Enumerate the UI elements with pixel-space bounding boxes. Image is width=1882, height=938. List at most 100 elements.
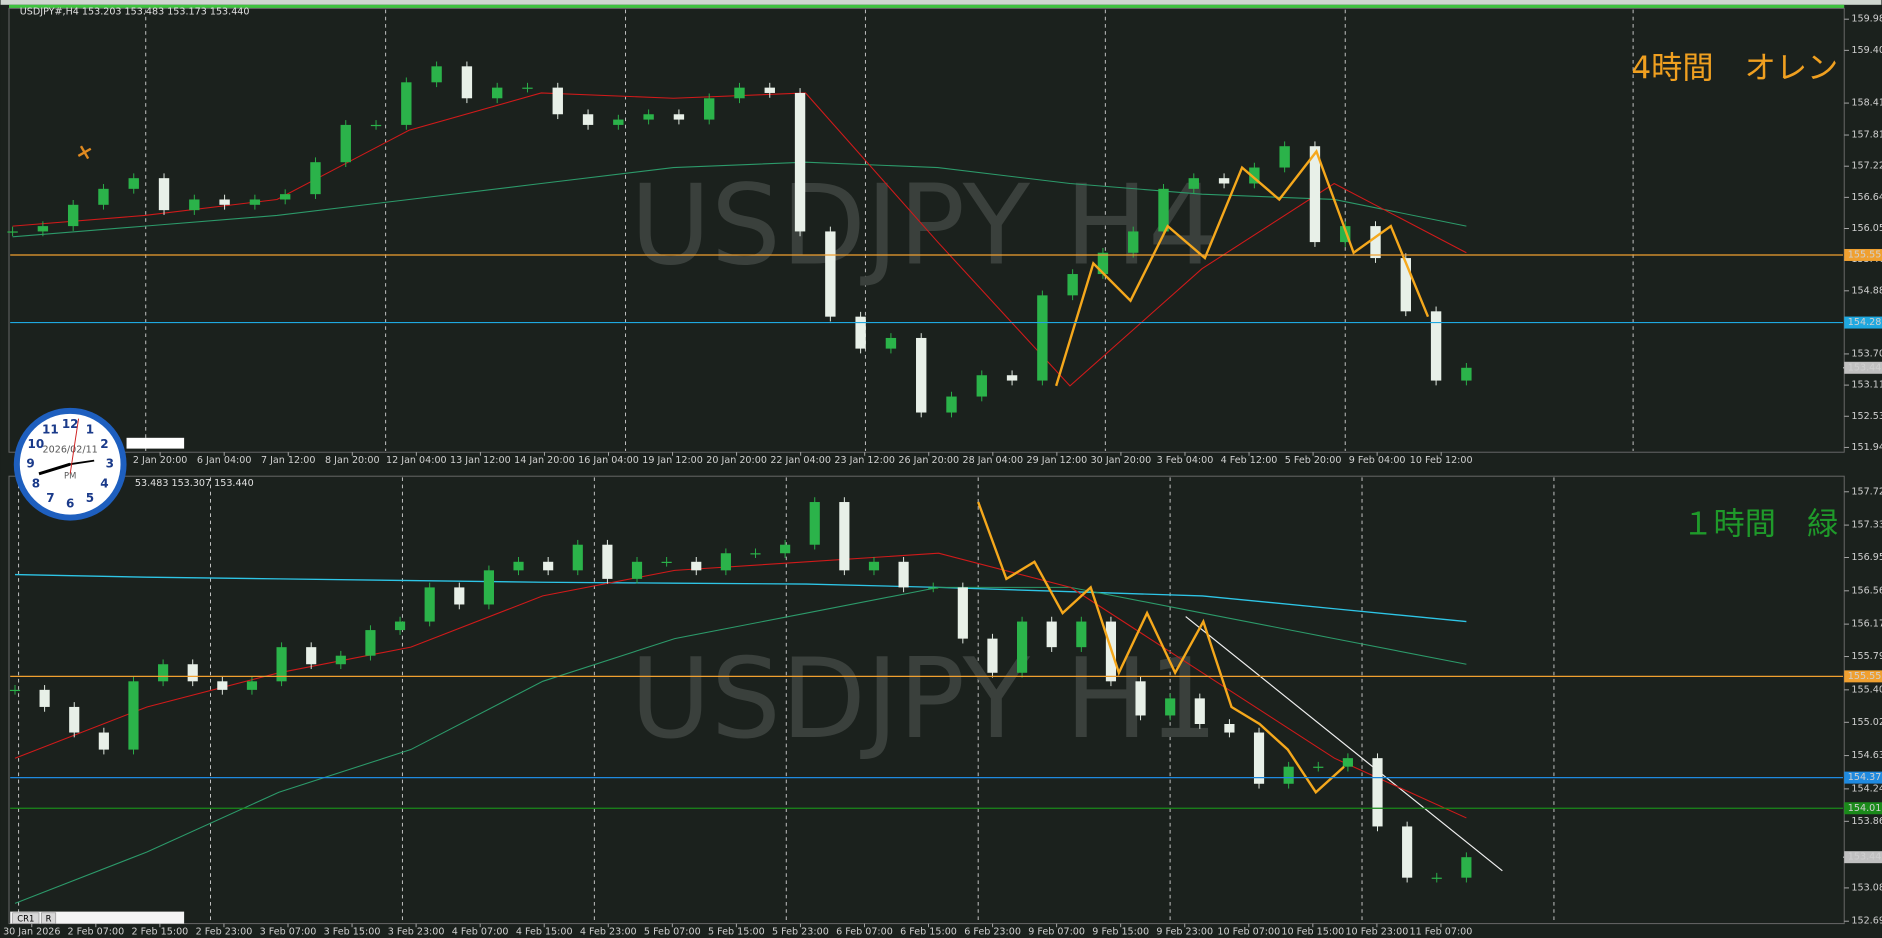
x-tick-label: 3 Feb 04:00 xyxy=(1157,455,1214,466)
x-tick-label: 26 Jan 20:00 xyxy=(898,455,959,466)
candle xyxy=(839,502,850,571)
candle xyxy=(1135,681,1146,716)
x-tick-label: 7 Jan 12:00 xyxy=(261,455,316,466)
level-label: 155.558 xyxy=(1848,671,1882,682)
candle xyxy=(1188,178,1199,189)
candle xyxy=(310,162,321,195)
candle xyxy=(673,114,685,120)
tab-label[interactable]: CR1 xyxy=(17,913,34,923)
candle xyxy=(1249,167,1260,184)
y-tick-label: 152.690 xyxy=(1851,916,1882,927)
candle xyxy=(868,561,880,571)
top-bar xyxy=(8,4,1845,9)
candle xyxy=(1461,367,1472,381)
candle xyxy=(1037,295,1048,381)
candle xyxy=(158,664,169,682)
tab[interactable] xyxy=(41,912,57,924)
candle xyxy=(734,87,745,99)
clock-number: 3 xyxy=(106,457,114,471)
clock-number: 10 xyxy=(28,437,45,451)
candle xyxy=(1194,698,1205,724)
candle xyxy=(279,194,291,200)
x-tick-label: 5 Feb 15:00 xyxy=(708,927,765,938)
tab[interactable] xyxy=(12,912,40,924)
zigzag xyxy=(977,501,1345,795)
candle xyxy=(340,124,351,163)
trend-line xyxy=(1185,616,1503,872)
y-tick-label: 154.885 xyxy=(1851,285,1882,296)
candle xyxy=(1461,857,1472,878)
clock-number: 11 xyxy=(42,422,59,436)
object-icon xyxy=(77,145,92,160)
candle xyxy=(976,375,987,397)
y-tick-label: 153.080 xyxy=(1851,882,1882,893)
x-tick-label: 30 Jan 20:00 xyxy=(1091,455,1152,466)
level-tag xyxy=(1844,361,1882,374)
candle xyxy=(1370,226,1381,259)
candle xyxy=(613,119,624,125)
x-tick-label: 5 Feb 23:00 xyxy=(772,927,829,938)
candle xyxy=(1309,146,1321,243)
panes xyxy=(8,7,1845,925)
x-tick-label: 5 Feb 07:00 xyxy=(644,927,701,938)
candle xyxy=(1128,231,1139,253)
candle xyxy=(217,681,228,690)
clock-ampm: PM xyxy=(64,471,76,481)
candle xyxy=(491,87,503,99)
candle xyxy=(750,553,761,555)
x-tick-label: 19 Jan 12:00 xyxy=(642,455,703,466)
clock-number: 2 xyxy=(100,437,108,451)
chart-header: 53.483 153.307 153.440 xyxy=(135,478,254,489)
candle xyxy=(424,587,435,622)
x-tick-label: 28 Jan 04:00 xyxy=(962,455,1023,466)
x-tick-label: 3 Feb 15:00 xyxy=(324,927,381,938)
candle xyxy=(602,544,613,579)
clock-hour-hand xyxy=(38,462,71,476)
y-tick-label: 157.720 xyxy=(1851,486,1882,497)
candle xyxy=(1402,826,1413,878)
x-tick-label: 6 Feb 15:00 xyxy=(900,927,957,938)
candle xyxy=(7,231,18,233)
candle xyxy=(661,561,672,563)
y-tick-label: 153.115 xyxy=(1851,380,1882,391)
x-tick-label: 14 Jan 20:00 xyxy=(514,455,575,466)
bottom-chart: USDJPY H1 53.483 153.307 153.440 １時間 緑 157.… xyxy=(3,478,1882,938)
y-tick-label: 153.700 xyxy=(1851,348,1882,359)
y-tick-label: 159.985 xyxy=(1851,14,1882,25)
candle xyxy=(643,114,654,120)
candle xyxy=(1400,258,1411,312)
x-tick-label: 9 Feb 07:00 xyxy=(1028,927,1085,938)
clock-label-box xyxy=(126,437,185,449)
x-tick-label: 4 Feb 15:00 xyxy=(516,927,573,938)
x-tick-label: 2 Feb 23:00 xyxy=(196,927,253,938)
candle xyxy=(987,638,998,673)
x-tick-label: 16 Jan 04:00 xyxy=(578,455,639,466)
candle xyxy=(572,544,583,571)
candle xyxy=(898,561,909,588)
candle xyxy=(39,689,50,707)
candle xyxy=(1076,621,1087,648)
y-tick-label: 156.560 xyxy=(1851,585,1882,596)
candle xyxy=(1046,621,1057,648)
annotation: １時間 緑 xyxy=(1682,506,1838,542)
x-tick-label: 3 Feb 23:00 xyxy=(388,927,445,938)
window-edge xyxy=(0,0,1882,5)
candle xyxy=(1253,732,1265,784)
level-label: 153.440 xyxy=(1848,852,1882,863)
candle xyxy=(1431,877,1442,879)
y-tick-label: 152.530 xyxy=(1851,411,1882,422)
level-label: 154.013 xyxy=(1848,803,1882,814)
tab-label[interactable]: R xyxy=(46,913,52,923)
level-label: 153.440 xyxy=(1848,362,1882,373)
y-tick-label: 154.240 xyxy=(1851,783,1882,794)
x-tick-label: 10 Feb 15:00 xyxy=(1281,927,1344,938)
candle xyxy=(394,621,406,631)
x-tick-label: 10 Feb 23:00 xyxy=(1345,927,1408,938)
x-tick-label: 4 Feb 07:00 xyxy=(452,927,509,938)
y-tick-label: 157.810 xyxy=(1851,130,1882,141)
candle xyxy=(885,337,897,349)
